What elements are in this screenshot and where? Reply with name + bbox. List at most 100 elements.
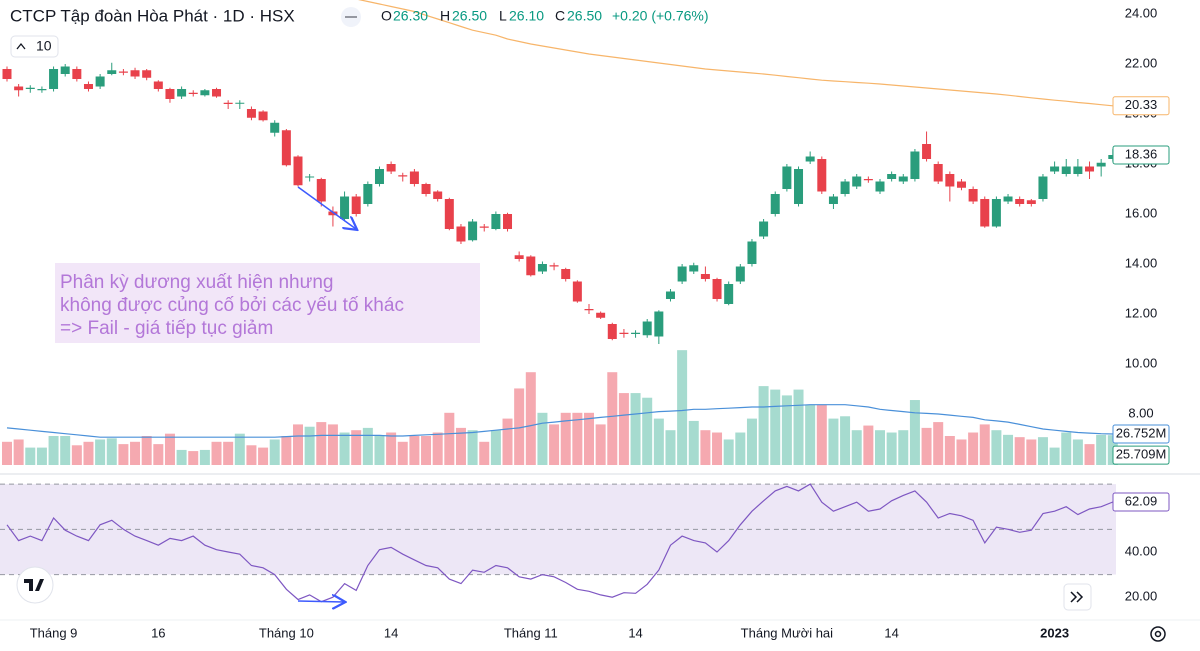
last-price-label-box [1112,145,1170,165]
volume-bar [630,393,641,465]
ohlc-key: H [440,8,450,24]
candle-body [572,281,582,302]
candle-body [1015,199,1025,204]
volume-bar [921,427,932,465]
y-tick-label: 16.00 [1125,205,1158,220]
candle-body [549,265,559,267]
candle-body [246,109,256,118]
y-tick-label: 22.00 [1125,55,1158,70]
candle-body [1096,162,1106,167]
volume-bar [665,430,676,465]
x-tick-label: 14 [884,625,898,640]
volume-bar [60,436,71,465]
ma-last-label: 20.33 [1125,97,1158,112]
candle-body [374,169,384,184]
candle-body [724,284,734,304]
candle-body [654,311,664,337]
volume-bar [758,386,769,465]
candle-body [875,181,885,192]
x-tick-label: Tháng 10 [259,625,314,640]
x-tick-label: Tháng Mười hai [741,625,833,640]
candle-body [188,92,198,94]
candle-body [1026,200,1036,204]
candle-body [677,266,687,282]
candle-body [537,264,547,272]
volume-bar [374,436,385,465]
indicator-toggle[interactable]: 10 [10,35,59,58]
y-tick-label: 10.00 [1125,355,1158,370]
volume-bar [572,412,583,465]
tv-logo[interactable] [16,566,54,604]
volume-bar [653,418,664,465]
volume-bar [316,422,327,465]
candle-body [933,164,943,182]
candle-body [619,332,629,334]
candle-body [968,189,978,202]
volume-bar [677,350,688,465]
volume-bar [584,412,594,465]
candle-body [200,90,210,96]
volume-bar [770,389,781,465]
candle-body [258,111,268,121]
candle-body [456,226,466,242]
candle-body [433,191,443,199]
volume-bar [805,404,816,465]
candle-body [130,70,140,77]
y-tick-label: 24.00 [1125,5,1158,20]
volume-last-label: 25.709M [1116,447,1167,462]
x-tick-label: 2023 [1040,625,1069,640]
candle-body [49,69,59,89]
ohlc-key: C [555,8,565,24]
candle-body [584,309,594,311]
volume-bar [886,432,897,465]
volume-bar [595,424,606,465]
volume-bar [153,444,164,465]
volume-bar [293,424,303,465]
volume-bar [514,388,525,465]
candle-body [828,196,838,204]
x-tick-label: 14 [628,625,642,640]
volume-bar [549,424,560,465]
candle-body [607,324,617,339]
volume-bar [432,432,443,465]
volume-bar [339,432,350,465]
volume-bar [700,430,711,465]
candle-body [363,184,373,204]
candle-body [642,321,652,336]
candle-body [1038,176,1048,199]
rsi-tick-label: 20.00 [1125,589,1158,604]
candle-body [223,102,233,104]
volume-bar [455,427,466,465]
visibility-toggle[interactable] [341,7,361,27]
candle-body [479,226,489,228]
candle-body [526,256,536,276]
candle-body [514,255,524,259]
volume-bar [479,441,490,465]
candle-body [596,312,606,318]
candle-body [665,291,675,299]
volume-bar [828,418,839,465]
candle-body [817,159,827,192]
scroll-button[interactable] [1063,583,1092,611]
candle-body [922,144,932,159]
volume-bar [246,445,257,465]
volume-bar [327,424,338,465]
volume-bar [909,400,920,465]
candle-body [37,89,47,91]
volume-bar [199,449,210,465]
candle-body [782,166,792,189]
volume-bar [269,439,280,465]
volume-bar [234,433,245,465]
candle-body [1085,166,1095,172]
candle-body [1050,166,1060,172]
candle-body [351,196,361,214]
candle-body [863,179,873,181]
x-tick-label: Tháng 11 [504,625,558,640]
ohlc-value: 26.50 [567,8,602,24]
settings-icon[interactable] [1150,626,1166,642]
volume-bar [71,445,82,465]
volume-bar [421,436,432,465]
candle-body [712,279,722,299]
volume-bar [1026,439,1037,465]
volume-bar [2,441,12,465]
